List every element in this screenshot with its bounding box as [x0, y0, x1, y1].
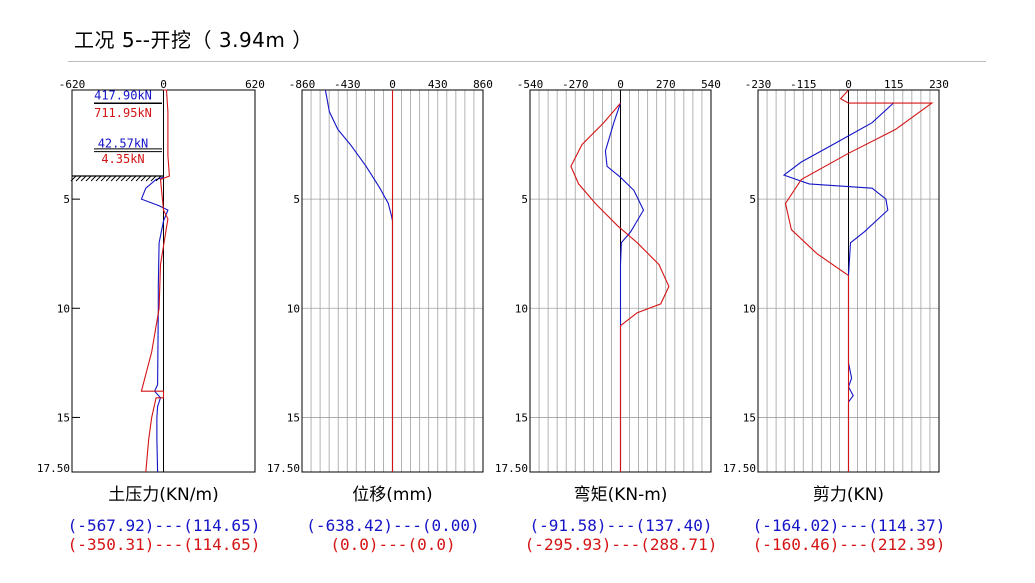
page-title: 工况 5--开挖（ 3.94m ）: [74, 28, 313, 52]
shear-x-tick-label: -230: [745, 78, 772, 91]
displacement-y-tick-label: 10: [287, 302, 300, 315]
stats-earth-pressure-red: (-350.31)---(114.65): [67, 535, 261, 554]
moment-y-tick-label: 10: [515, 302, 528, 315]
earth-pressure-ground-hatch: [155, 175, 162, 182]
moment-y-tick-label: 17.50: [495, 462, 528, 475]
earth-pressure-x-tick-label: 620: [245, 78, 265, 91]
stats-shear-blue: (-164.02)---(114.37): [752, 516, 946, 535]
earth-pressure-y-tick-label: 5: [63, 193, 70, 206]
shear-x-tick-label: 0: [845, 78, 852, 91]
displacement-x-label: 位移(mm): [352, 485, 432, 505]
moment-x-tick-label: 270: [656, 78, 676, 91]
earth-pressure-x-label: 土压力(KN/m): [108, 485, 218, 505]
displacement-x-tick-label: -430: [334, 78, 361, 91]
moment-y-tick-label: 5: [521, 193, 528, 206]
earth-pressure-ground-hatch: [70, 175, 77, 182]
stats-displacement: (-638.42)---(0.00) (0.0)---(0.0): [283, 516, 503, 554]
stats-moment-red: (-295.93)---(288.71): [524, 535, 718, 554]
displacement-y-tick-label: 5: [293, 193, 300, 206]
displacement-y-tick-label: 17.50: [267, 462, 300, 475]
stats-moment-blue: (-91.58)---(137.40): [529, 516, 713, 535]
earth-pressure-ground-hatch: [140, 175, 147, 182]
moment-x-tick-label: 0: [617, 78, 624, 91]
moment-x-tick-label: -270: [562, 78, 589, 91]
earth-pressure-ground-hatch: [100, 175, 107, 182]
earth-pressure-ground-hatch: [135, 175, 142, 182]
earth-pressure-ground-hatch: [150, 175, 157, 182]
earth-pressure-annotation: 711.95kN: [94, 106, 152, 120]
earth-pressure-ground-hatch: [105, 175, 112, 182]
displacement-x-tick-label: 0: [389, 78, 396, 91]
earth-pressure-y-tick-label: 17.50: [37, 462, 70, 475]
earth-pressure-series-red: [140, 89, 170, 473]
displacement-series-blue: [324, 89, 394, 472]
moment-series-red: [570, 102, 670, 472]
moment-x-label: 弯矩(KN-m): [574, 485, 668, 505]
displacement-y-tick-label: 15: [287, 411, 300, 424]
earth-pressure-ground-hatch: [75, 175, 82, 182]
earth-pressure-ground-hatch: [110, 175, 117, 182]
shear-x-tick-label: 230: [929, 78, 949, 91]
earth-pressure-x-tick-label: -620: [59, 78, 86, 91]
displacement-x-tick-label: 860: [473, 78, 493, 91]
shear-y-tick-label: 5: [749, 193, 756, 206]
title-divider: [68, 61, 986, 62]
stats-moment: (-91.58)---(137.40) (-295.93)---(288.71): [511, 516, 731, 554]
moment-x-tick-label: -540: [517, 78, 544, 91]
moment-y-tick-label: 15: [515, 411, 528, 424]
earth-pressure-ground-hatch: [125, 175, 132, 182]
stats-shear: (-164.02)---(114.37) (-160.46)---(212.39…: [739, 516, 959, 554]
earth-pressure-annotation: 42.57kN: [98, 137, 149, 151]
earth-pressure-series-blue: [140, 176, 169, 473]
moment-series-blue: [604, 102, 645, 472]
earth-pressure-y-tick-label: 15: [57, 411, 70, 424]
earth-pressure-y-tick-label: 10: [57, 302, 70, 315]
shear-y-tick-label: 15: [743, 411, 756, 424]
stats-shear-red: (-160.46)---(212.39): [752, 535, 946, 554]
earth-pressure-ground-hatch: [130, 175, 137, 182]
displacement-x-tick-label: -860: [289, 78, 316, 91]
moment-x-tick-label: 540: [701, 78, 721, 91]
shear-x-label: 剪力(KN): [813, 485, 884, 505]
earth-pressure-ground-hatch: [80, 175, 87, 182]
stats-displacement-red: (0.0)---(0.0): [330, 535, 456, 554]
stats-earth-pressure: (-567.92)---(114.65) (-350.31)---(114.65…: [54, 516, 274, 554]
shear-x-tick-label: 115: [884, 78, 904, 91]
displacement-x-tick-label: 430: [428, 78, 448, 91]
earth-pressure-x-tick-label: 0: [160, 78, 167, 91]
earth-pressure-ground-hatch: [145, 175, 152, 182]
shear-y-tick-label: 10: [743, 302, 756, 315]
earth-pressure-annotation: 4.35kN: [101, 152, 144, 166]
earth-pressure-ground-hatch: [90, 175, 97, 182]
shear-series-red: [784, 89, 934, 472]
shear-y-tick-label: 17.50: [723, 462, 756, 475]
earth-pressure-ground-hatch: [95, 175, 102, 182]
earth-pressure-ground-hatch: [85, 175, 92, 182]
earth-pressure-ground-hatch: [115, 175, 122, 182]
shear-series-blue: [782, 102, 894, 472]
earth-pressure-ground-hatch: [120, 175, 127, 182]
shear-x-tick-label: -115: [790, 78, 817, 91]
stats-displacement-blue: (-638.42)---(0.00): [306, 516, 480, 535]
earth-pressure-annotation: 417.90kN: [94, 89, 152, 103]
stats-earth-pressure-blue: (-567.92)---(114.65): [67, 516, 261, 535]
